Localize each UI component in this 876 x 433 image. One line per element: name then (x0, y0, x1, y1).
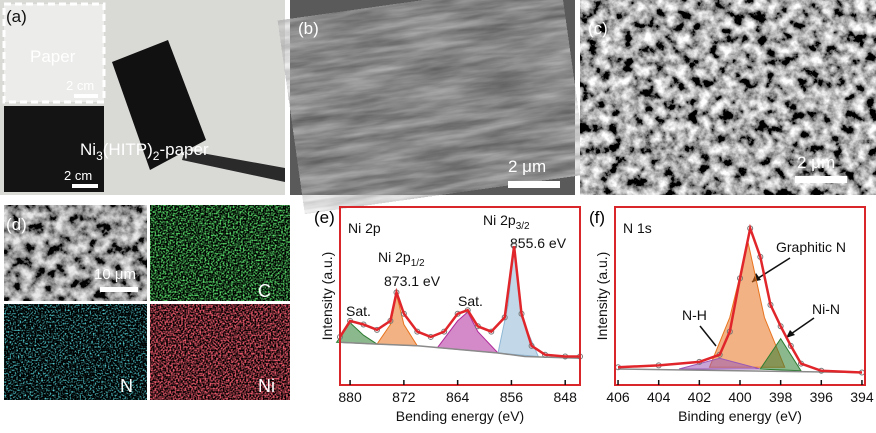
scale-bar (795, 176, 847, 183)
annotation: N-H (682, 307, 707, 323)
arrow (699, 325, 717, 347)
annotation: 873.1 eV (384, 273, 441, 289)
annotation: Ni 2p3/2 (483, 212, 530, 232)
fit-component (759, 337, 802, 372)
held-sheet (112, 40, 206, 170)
scale-label: 2 cm (64, 168, 92, 183)
scale-label: 2 cm (66, 78, 94, 93)
annotation: Graphitic N (776, 239, 846, 255)
plot-frame (339, 206, 581, 386)
charts: 880 872 864 856 848 Bending energy (eV) Intens… (314, 206, 874, 424)
scale-label: 2 μm (797, 153, 835, 172)
x-axis-label: Bending energy (eV) (396, 408, 524, 424)
x-tick-label: 848 (554, 389, 578, 405)
x-tick-label: 856 (500, 389, 524, 405)
x-tick-label: 400 (728, 389, 752, 405)
sem-texture (580, 0, 876, 195)
arrow-head (786, 330, 795, 338)
x-tick-label: 872 (392, 389, 416, 405)
x-tick-label: 864 (446, 389, 470, 405)
x-tick-label: 394 (850, 389, 874, 405)
y-axis-label: Intensity (a.u.) (319, 252, 335, 341)
annotation: 855.6 eV (510, 235, 567, 251)
map-texture (150, 304, 290, 400)
panel-b: (b) 2 μm (277, 0, 588, 214)
annotation: Ni 2p1/2 (378, 249, 425, 269)
panel-label: (c) (588, 19, 608, 38)
annotation: Sat. (346, 303, 371, 319)
y-axis-label: Intensity (a.u.) (594, 252, 610, 341)
map-label: C (258, 281, 271, 301)
panel-label: (b) (298, 19, 319, 38)
sem-texture (4, 205, 147, 301)
panel-label: (d) (6, 215, 27, 234)
tweezers (182, 150, 285, 182)
x-tick-label: 880 (338, 389, 362, 405)
paper-label: Paper (30, 47, 76, 66)
panel-label: (e) (314, 208, 335, 227)
envelope-line (338, 246, 580, 358)
fit-component (678, 357, 761, 370)
spectrum-title: Ni 2p (348, 220, 381, 236)
panel-c: (c) 2 μm (580, 0, 876, 195)
x-tick-label: 398 (769, 389, 793, 405)
panel-label: (f) (589, 208, 605, 227)
spectrum-title: N 1s (623, 220, 652, 236)
sample-label: Ni3(HITP)2-paper (80, 140, 209, 163)
envelope-line (617, 223, 863, 374)
panel-label: (a) (6, 7, 27, 26)
x-tick-label: 406 (606, 389, 630, 405)
scale-bar (508, 181, 560, 188)
x-tick-label: 404 (647, 389, 671, 405)
scale-label: 10 μm (94, 266, 136, 283)
scale-label: 2 μm (508, 157, 546, 176)
annotation: Sat. (458, 293, 483, 309)
annotation: Ni-N (812, 301, 840, 317)
fit-component (497, 247, 540, 358)
panel-f-annotations: Graphitic N N-H Ni-N (682, 239, 846, 347)
fit-component (376, 294, 419, 347)
map-label: Ni (258, 376, 275, 396)
scale-bar (100, 287, 138, 292)
panel-e-annotations: Sat. Ni 2p1/2 873.1 eV Sat. Ni 2p3/2 855… (346, 212, 567, 319)
x-tick-label: 396 (810, 389, 834, 405)
map-texture (150, 205, 290, 301)
panel-a: (a) Paper 2 cm 2 cm Ni3(HITP)2-paper (0, 0, 285, 195)
paper-sample (2, 2, 106, 104)
x-axis-label: Binding energy (eV) (678, 408, 802, 424)
map-texture (4, 304, 147, 400)
map-label: N (120, 376, 133, 396)
x-tick-label: 402 (688, 389, 712, 405)
background-line (339, 341, 581, 360)
black-sample (4, 106, 104, 192)
sem-texture (277, 0, 588, 214)
panel-d: (d) 10 μm C N Ni (4, 205, 290, 400)
